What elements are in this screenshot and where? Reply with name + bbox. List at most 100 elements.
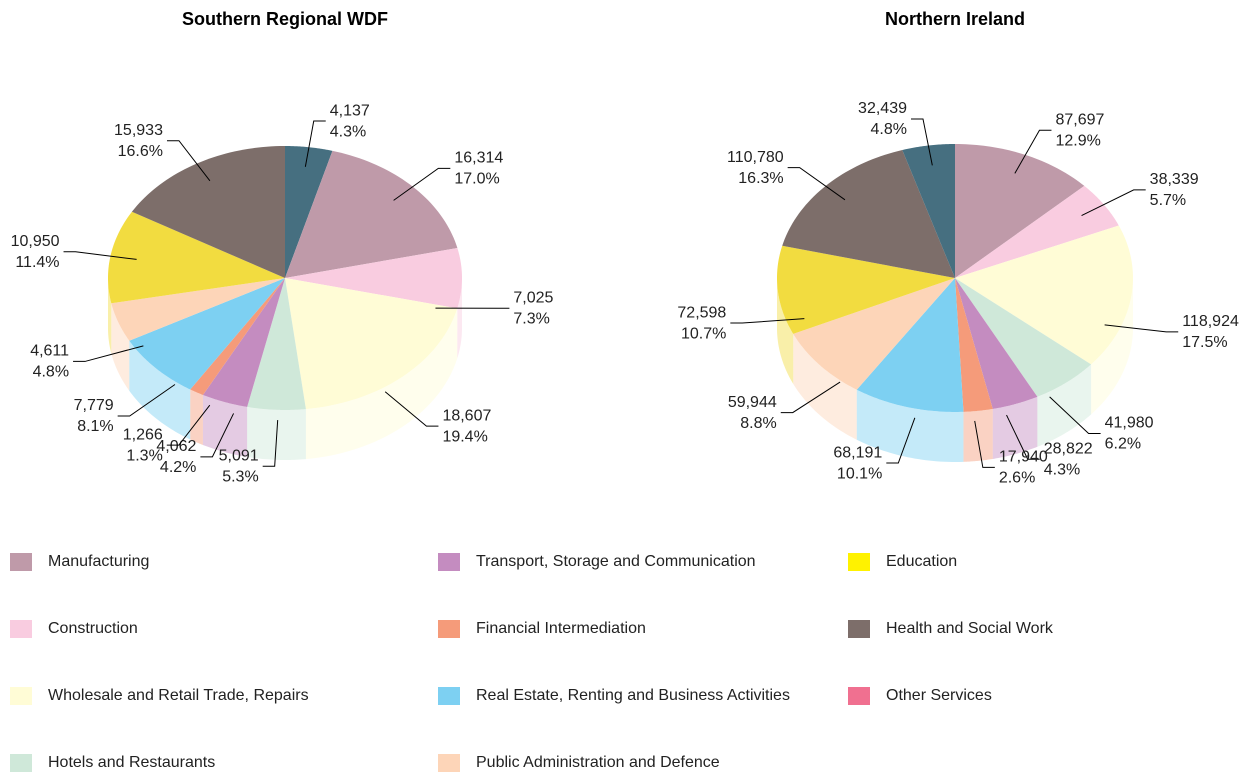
legend-swatch	[10, 687, 32, 705]
value-label: 118,924	[1182, 313, 1239, 330]
value-label: 1,266	[123, 426, 163, 443]
slice-side	[992, 396, 1038, 459]
value-label: 59,944	[728, 394, 777, 411]
slice	[955, 185, 1119, 278]
value-label: 10,950	[11, 233, 60, 250]
value-label: 18,607	[442, 407, 491, 424]
legend-label: Construction	[48, 620, 138, 637]
leader-line	[787, 167, 846, 201]
legend-label: Health and Social Work	[886, 620, 1054, 637]
slice-side	[305, 308, 458, 460]
leader-line	[1081, 189, 1146, 217]
percent-label: 8.8%	[740, 415, 776, 432]
slice	[955, 278, 1092, 397]
value-label: 17,940	[999, 449, 1048, 466]
value-label: 7,025	[513, 289, 553, 306]
chart-title: Southern Regional WDF	[182, 9, 388, 29]
slice-side	[1091, 278, 1133, 415]
leader-line	[117, 384, 176, 417]
percent-label: 6.2%	[1105, 436, 1141, 453]
slice	[285, 278, 458, 410]
slice	[285, 248, 462, 309]
slice-side	[963, 408, 993, 462]
slice	[955, 225, 1133, 365]
percent-label: 19.4%	[442, 428, 487, 445]
slice	[131, 146, 285, 278]
slice	[955, 278, 1038, 409]
slice	[955, 278, 993, 412]
leader-line	[304, 120, 326, 167]
value-label: 4,137	[330, 102, 370, 119]
legend-swatch	[438, 687, 460, 705]
percent-label: 5.7%	[1150, 192, 1186, 209]
value-label: 38,339	[1150, 171, 1199, 188]
slice	[108, 211, 285, 304]
slice	[190, 278, 285, 395]
value-label: 4,062	[156, 438, 196, 455]
slice-side	[1037, 364, 1092, 447]
slice	[129, 278, 285, 390]
percent-label: 4.3%	[330, 123, 366, 140]
value-label: 32,439	[858, 100, 907, 117]
slice-side	[108, 278, 112, 354]
legend-swatch	[438, 754, 460, 772]
percent-label: 4.2%	[160, 459, 196, 476]
percent-label: 1.3%	[126, 447, 162, 464]
leader-line	[974, 420, 995, 468]
slice-side	[202, 394, 248, 457]
slice	[902, 144, 955, 278]
value-label: 5,091	[219, 447, 259, 464]
legend-swatch	[848, 687, 870, 705]
legend-label: Other Services	[886, 687, 992, 704]
percent-label: 8.1%	[77, 418, 113, 435]
slice-side	[856, 389, 964, 462]
leader-line	[1049, 396, 1101, 434]
chart-title: Northern Ireland	[885, 9, 1025, 29]
slice	[782, 150, 955, 278]
slice-side	[111, 303, 130, 391]
leader-line	[886, 417, 916, 464]
percent-label: 12.9%	[1055, 133, 1100, 150]
legend-swatch	[848, 553, 870, 571]
value-label: 110,780	[727, 149, 784, 166]
slice-side	[190, 389, 203, 445]
leader-line	[73, 345, 144, 362]
slice	[856, 278, 964, 412]
leader-line	[910, 118, 933, 166]
value-label: 15,933	[114, 122, 163, 139]
slice-side	[457, 278, 462, 359]
percent-label: 2.6%	[999, 470, 1035, 487]
percent-label: 7.3%	[513, 310, 549, 327]
leader-line	[1104, 324, 1179, 333]
percent-label: 17.0%	[454, 171, 499, 188]
slice	[793, 278, 955, 390]
value-label: 16,314	[454, 150, 503, 167]
slice	[285, 150, 458, 278]
value-label: 68,191	[833, 444, 882, 461]
leader-line	[200, 413, 235, 458]
slice	[955, 144, 1085, 278]
leader-line	[1014, 129, 1052, 174]
percent-label: 4.8%	[871, 121, 907, 138]
percent-label: 17.5%	[1182, 334, 1227, 351]
slice-side	[793, 333, 857, 440]
value-label: 72,598	[677, 304, 726, 321]
slice	[247, 278, 306, 410]
leader-line	[166, 404, 211, 446]
leader-line	[1006, 414, 1040, 460]
legend-swatch	[438, 620, 460, 638]
legend-label: Wholesale and Retail Trade, Repairs	[48, 687, 309, 704]
leader-line	[262, 420, 279, 467]
value-label: 41,980	[1105, 415, 1154, 432]
percent-label: 10.7%	[681, 325, 726, 342]
legend-label: Transport, Storage and Communication	[476, 553, 756, 570]
percent-label: 10.1%	[837, 465, 882, 482]
legend-swatch	[10, 620, 32, 638]
leader-line	[780, 381, 841, 414]
legend-label: Public Administration and Defence	[476, 754, 720, 771]
legend-label: Hotels and Restaurants	[48, 754, 215, 771]
slice	[285, 146, 333, 278]
percent-label: 5.3%	[222, 468, 258, 485]
slice-side	[777, 278, 794, 384]
